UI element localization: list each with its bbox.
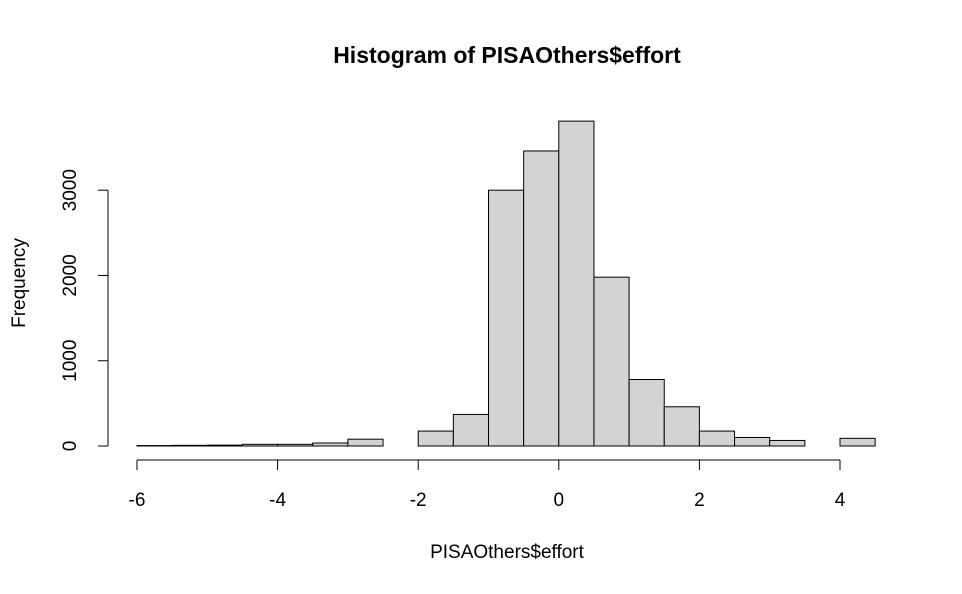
histogram-bar: [663, 406, 700, 447]
histogram-bar: [312, 442, 349, 447]
x-tick-label: -6: [129, 490, 146, 511]
x-axis-label: PISAOthers$effort: [430, 542, 585, 563]
x-tick-label: 2: [694, 490, 705, 511]
y-tick-label: 2000: [60, 254, 81, 296]
y-tick-label: 3000: [60, 169, 81, 211]
y-tick-label: 0: [60, 441, 81, 452]
histogram-bar: [488, 189, 525, 447]
histogram-bar: [171, 444, 208, 447]
histogram-bar: [523, 150, 560, 447]
y-tick-label: 1000: [60, 340, 81, 382]
histogram-bar: [558, 120, 595, 447]
histogram-bar: [698, 430, 736, 447]
histogram-bar: [593, 276, 630, 447]
histogram-bar: [277, 443, 314, 447]
x-tick-label: 4: [835, 490, 846, 511]
y-axis: 0 1000 2000 3000: [60, 169, 109, 452]
histogram-bar: [417, 430, 454, 447]
x-tick-label: -2: [410, 490, 427, 511]
histogram-bar: [347, 438, 384, 447]
histogram-bar: [206, 444, 243, 447]
y-axis-label: Frequency: [9, 238, 30, 328]
histogram-bar: [628, 378, 665, 447]
x-axis: -6 -4 -2 0 2 4: [129, 459, 846, 511]
x-tick-label: 0: [554, 490, 565, 511]
histogram-bar: [241, 443, 279, 447]
chart-title: Histogram of PISAOthers$effort: [333, 42, 681, 68]
histogram-bar: [452, 413, 490, 447]
histogram-bar: [734, 436, 771, 447]
x-tick-label: -4: [269, 490, 286, 511]
bars-group: [136, 120, 876, 447]
histogram-bar: [769, 439, 806, 447]
histogram-bar: [839, 437, 876, 447]
